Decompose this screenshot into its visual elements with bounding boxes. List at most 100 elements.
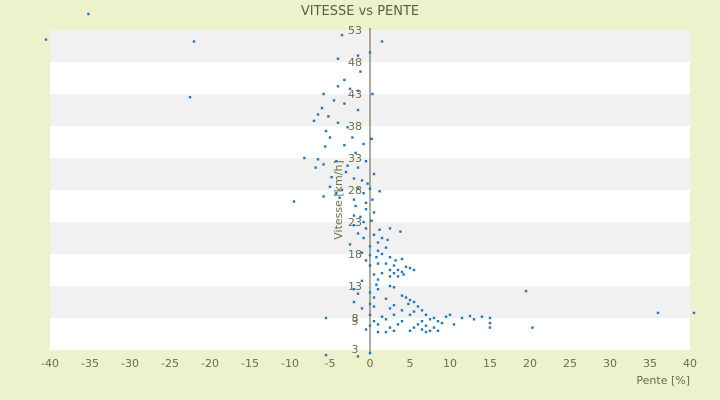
data-point [372,305,376,308]
data-point [376,288,380,291]
data-point [362,142,365,146]
data-point [372,172,376,176]
data-point [380,40,384,43]
data-point [420,309,424,312]
data-point [376,249,380,252]
data-point [376,262,380,265]
x-tick-label: -35 [81,357,99,370]
data-point [192,40,196,43]
data-point [44,38,48,41]
data-point [368,51,372,54]
data-point [378,190,381,193]
data-point [460,316,464,320]
data-point [354,204,357,208]
data-point [400,257,404,261]
data-point [392,264,396,267]
data-point [364,201,368,204]
data-point [399,230,402,233]
y-tick-label: 28 [348,184,362,197]
data-point [424,324,428,327]
data-point [412,326,416,329]
data-point [338,196,341,199]
data-point [656,311,660,315]
data-point [408,298,412,302]
data-point [380,272,384,275]
y-tick-label: 3 [352,343,359,356]
data-point [376,323,380,326]
data-point [392,304,396,307]
data-point [368,264,372,267]
data-point [352,224,356,227]
data-point [372,296,376,299]
data-point [376,241,380,244]
data-point [356,232,360,235]
data-point [368,291,372,294]
data-point [380,315,384,318]
data-point [322,163,325,166]
data-point [394,259,397,262]
data-point [188,96,192,99]
data-point [378,228,381,231]
data-point [392,329,396,332]
data-point [356,54,360,57]
chart-title: VITESSE vs PENTE [301,4,419,19]
data-point [368,302,372,306]
data-point [416,323,420,326]
data-point [87,12,90,16]
data-point [346,126,349,129]
data-point [328,136,332,139]
data-point [316,113,320,116]
x-tick-labels: -40 -35 -30 -25 -20 -15 -10 -5 0 5 10 15 20 25 30 35 40 [41,357,697,370]
data-point [402,273,405,276]
data-point [356,355,360,358]
data-point [352,198,356,201]
data-point [359,70,362,73]
data-point [364,160,368,163]
data-point [360,307,364,310]
data-point [370,219,373,222]
data-point [388,256,392,259]
data-point [488,321,492,325]
data-point [424,313,428,316]
x-tick-label: 20 [523,357,537,370]
data-point [384,330,388,334]
x-tick-label: -10 [281,357,299,370]
data-point [436,329,440,332]
data-point [364,259,368,262]
data-point [440,321,444,325]
data-point [316,158,320,161]
x-tick-label: 10 [443,357,457,370]
data-point [384,262,388,265]
data-point [384,318,388,321]
data-point [359,215,362,219]
data-point [420,328,424,331]
x-axis-label: Pente [%] [636,374,690,387]
data-point [312,119,316,123]
data-point [368,245,372,248]
data-point [436,320,440,323]
y-tick-label: 18 [348,248,362,261]
data-point [531,326,534,329]
data-point [380,236,384,240]
data-point [386,238,389,242]
data-point [348,87,352,91]
data-point [408,313,412,316]
y-tick-label: 48 [348,56,362,69]
data-point [428,329,432,332]
data-point [364,227,368,230]
data-point [314,166,317,169]
data-point [327,115,330,118]
data-point [368,254,372,257]
y-tick-label: 33 [348,152,362,165]
y-tick-label: 13 [348,280,362,293]
data-point [322,195,325,198]
data-point [432,316,436,320]
data-point [360,251,364,254]
x-tick-label: 25 [563,357,577,370]
data-point [388,227,392,230]
data-point [384,297,388,300]
data-point [354,151,357,155]
data-point [376,278,380,281]
data-point [408,329,412,332]
data-point [375,256,378,259]
